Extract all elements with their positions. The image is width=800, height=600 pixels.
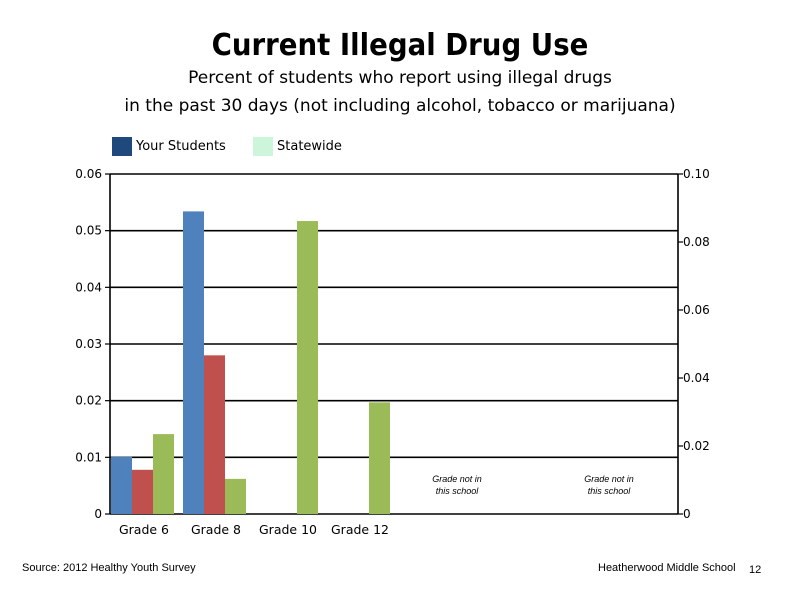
left-tick-label: 0.05 <box>75 224 102 238</box>
chart-subtitle-line-2: in the past 30 days (not including alcoh… <box>124 96 676 116</box>
x-tick-label: Grade 6 <box>119 522 169 537</box>
left-tick-label: 0.03 <box>75 337 102 351</box>
bar <box>132 469 153 514</box>
bar <box>183 211 204 514</box>
legend-swatch-your-students <box>112 137 132 156</box>
chart-title: Current Illegal Drug Use <box>211 28 589 63</box>
right-tick-label: 0 <box>683 507 691 521</box>
x-tick-label: Grade 12 <box>331 522 389 537</box>
legend-swatch-statewide <box>253 137 273 156</box>
right-tick-label: 0.02 <box>683 439 710 453</box>
bar <box>153 434 174 514</box>
left-tick-label: 0.06 <box>75 167 102 181</box>
left-tick-label: 0 <box>94 507 102 521</box>
left-tick-label: 0.01 <box>75 450 102 464</box>
annotation-grade-not-in-school: Grade not in this school <box>432 474 482 496</box>
legend-label-your-students: Your Students <box>136 139 226 154</box>
left-tick-label: 0.02 <box>75 394 102 408</box>
school-name: Heatherwood Middle School <box>598 562 736 574</box>
source-note: Source: 2012 Healthy Youth Survey <box>22 562 196 574</box>
legend-label-statewide: Statewide <box>277 139 342 154</box>
right-tick-label: 0.06 <box>683 303 710 317</box>
bar <box>297 221 318 515</box>
chart-subtitle-line-1: Percent of students who report using ill… <box>188 68 612 88</box>
bar <box>225 478 246 514</box>
right-tick-label: 0.04 <box>683 371 710 385</box>
page-number: 12 <box>749 564 762 576</box>
bar <box>369 402 390 514</box>
x-tick-label: Grade 10 <box>259 522 317 537</box>
bar <box>204 355 225 514</box>
bar <box>111 456 132 514</box>
left-tick-label: 0.04 <box>75 280 102 294</box>
right-tick-label: 0.10 <box>683 167 710 181</box>
x-tick-label: Grade 8 <box>191 522 241 537</box>
annotation-grade-not-in-school: Grade not in this school <box>584 474 634 496</box>
right-tick-label: 0.08 <box>683 235 710 249</box>
